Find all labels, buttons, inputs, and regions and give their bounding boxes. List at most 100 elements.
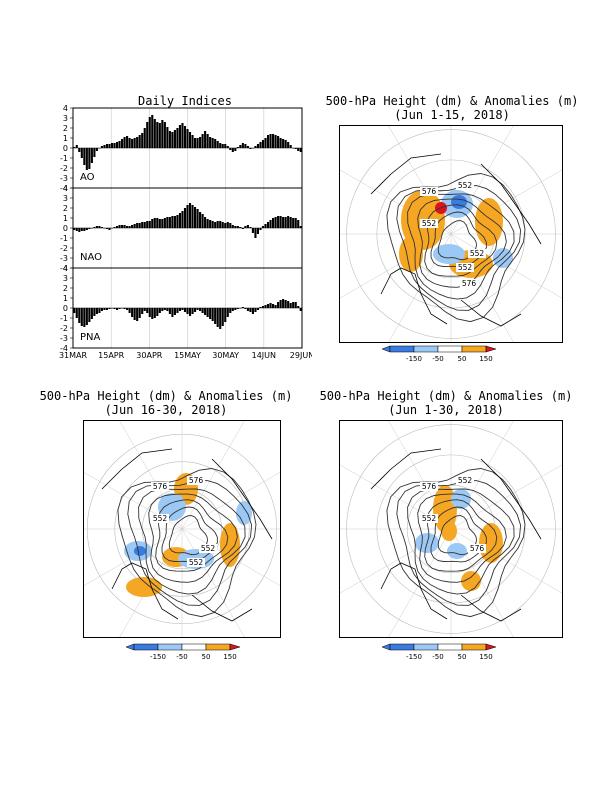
bar-ao [113, 143, 116, 148]
colorbar-label: -50 [432, 653, 443, 661]
bar-nao [166, 217, 169, 228]
bar-pna [229, 308, 232, 313]
bar-ao [236, 147, 239, 148]
bar-ao [272, 134, 275, 148]
y-tick-label: -2 [60, 164, 68, 173]
colorbar-swatch [181, 643, 207, 651]
colorbar-arrow-right [485, 345, 497, 353]
bar-ao [136, 137, 139, 148]
bar-pna [246, 308, 249, 311]
contour-label-bg [456, 263, 474, 272]
bar-pna [158, 308, 161, 313]
contour-label: 576 [422, 187, 437, 196]
bar-ao [246, 146, 249, 148]
bar-nao [269, 220, 272, 228]
bar-pna [178, 308, 182, 311]
bar-ao [126, 136, 129, 148]
bar-nao [151, 219, 154, 228]
anomaly-shading [451, 489, 471, 509]
bar-nao [274, 217, 277, 228]
height-contour [437, 220, 477, 261]
contour-label: 552 [458, 181, 473, 190]
bar-pna [256, 308, 260, 310]
bar-ao [143, 128, 146, 148]
bar-ao [176, 128, 179, 148]
y-tick-label: -3 [60, 334, 68, 343]
y-tick-label: 3 [63, 194, 68, 203]
meridian [388, 528, 452, 637]
bar-nao [143, 222, 146, 228]
bar-pna [204, 308, 207, 315]
coastline [211, 458, 273, 540]
bar-ao [186, 129, 189, 148]
bar-ao [224, 144, 227, 148]
coastline [101, 448, 173, 490]
colorbar-swatch [205, 643, 231, 651]
bar-nao [131, 225, 134, 228]
bar-nao [73, 228, 76, 230]
bar-ao [259, 142, 262, 148]
bar-pna [284, 300, 287, 308]
coastline [380, 562, 448, 620]
bar-nao [100, 227, 103, 228]
map2-title: 500-hPa Height (dm) & Anomalies (m) [39, 389, 293, 403]
contour-label: 576 [422, 482, 437, 491]
bar-ao [100, 146, 103, 148]
bar-pna [234, 308, 237, 310]
bar-pna [244, 308, 247, 309]
y-tick-label: -2 [60, 244, 68, 253]
bar-nao [297, 220, 300, 228]
bar-pna [118, 308, 121, 309]
bar-ao [158, 123, 161, 148]
y-tick-label: -1 [60, 234, 68, 243]
bar-ao [251, 148, 254, 149]
bar-nao [156, 218, 159, 228]
bar-pna [85, 308, 88, 325]
y-tick-label: 3 [63, 274, 68, 283]
colorbar-swatch [413, 345, 439, 353]
contour-label-bg [199, 544, 217, 553]
bar-pna [254, 308, 257, 312]
bar-nao [118, 225, 121, 228]
bar-pna [209, 308, 212, 319]
bar-pna [176, 308, 179, 313]
x-tick-label: 30MAY [212, 351, 239, 360]
bar-ao [261, 140, 265, 148]
bar-pna [80, 308, 83, 326]
bar-nao [294, 218, 297, 228]
contour-label-bg [420, 482, 438, 491]
bar-ao [287, 142, 290, 148]
y-tick-label: 4 [63, 184, 68, 193]
coastline [480, 163, 542, 245]
y-tick-label: 0 [63, 304, 68, 313]
bar-ao [138, 135, 141, 148]
bar-nao [115, 226, 119, 228]
colorbar-swatch [389, 643, 415, 651]
contour-label: 552 [189, 558, 204, 567]
bar-ao [75, 145, 78, 148]
y-tick-label: -4 [60, 344, 68, 353]
bar-ao [163, 122, 166, 148]
bar-ao [274, 135, 277, 148]
bar-nao [206, 219, 209, 228]
bar-ao [226, 146, 229, 148]
bar-ao [211, 138, 214, 148]
bar-nao [251, 228, 254, 233]
meridian [84, 528, 183, 586]
x-tick-label: 15MAY [174, 351, 201, 360]
bar-ao [292, 148, 295, 149]
bar-pna [93, 308, 96, 316]
bar-pna [297, 306, 300, 308]
bar-pna [133, 308, 136, 320]
bar-ao [183, 126, 187, 148]
bar-ao [93, 148, 96, 157]
bar-pna [261, 306, 265, 308]
bar-nao [231, 225, 234, 228]
bar-pna [123, 308, 126, 309]
map3-period: (Jun 1-30, 2018) [388, 403, 504, 417]
bar-nao [193, 207, 197, 228]
bar-nao [201, 214, 204, 228]
bar-nao [128, 226, 131, 228]
bar-nao [183, 208, 187, 228]
bar-pna [277, 302, 280, 308]
